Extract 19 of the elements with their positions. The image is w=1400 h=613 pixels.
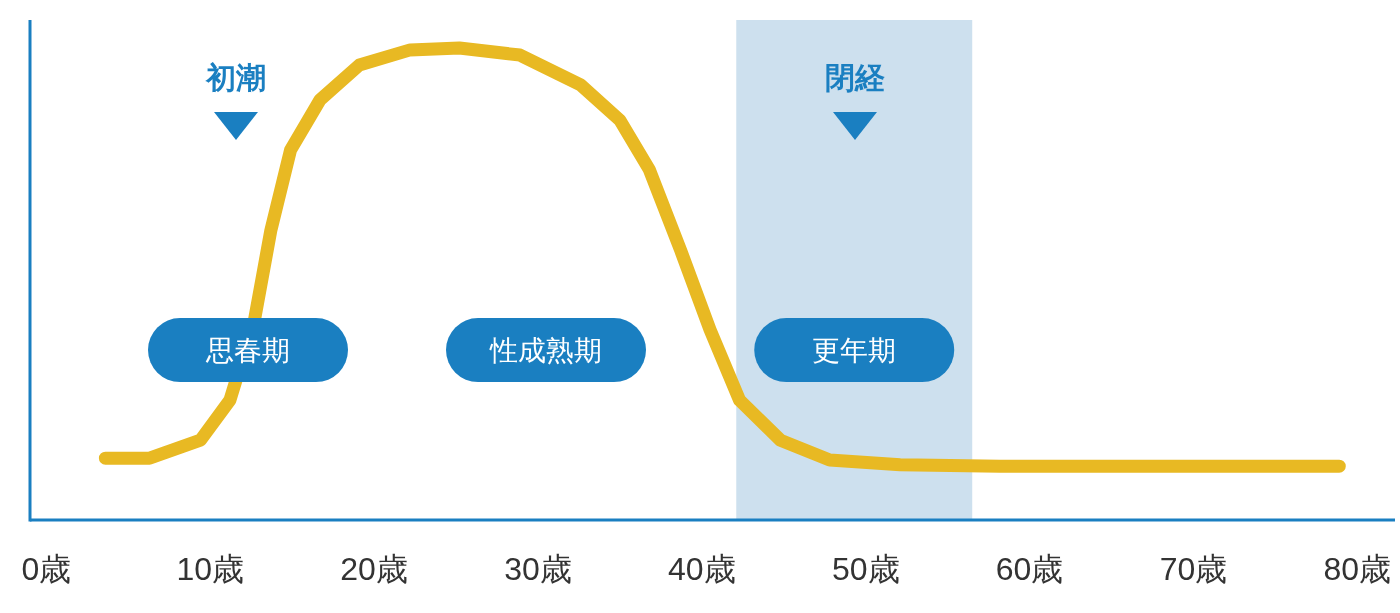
band-label: 更年期 <box>812 335 897 367</box>
x-tick-label: 30歳 <box>504 551 572 587</box>
annotation: 思春期 <box>205 335 290 367</box>
x-tick-label: 80歳 <box>1323 551 1392 587</box>
label: 性成熟期 <box>446 318 646 383</box>
arrow: 初潮 <box>206 61 266 140</box>
label: 思春期 <box>148 318 348 383</box>
label: 更年期 <box>754 318 955 383</box>
annotation: 性成熟期 <box>489 335 602 367</box>
x-tick-label: 50歳 <box>831 551 900 587</box>
x-tick-label: 20歳 <box>340 551 408 587</box>
arrow: 閉経 <box>825 61 885 140</box>
x-tick-label: 0歳 <box>21 551 72 587</box>
x-tick-label: 60歳 <box>995 551 1064 587</box>
x-tick-label: 40歳 <box>668 551 736 587</box>
x-tick-label: 70歳 <box>1159 551 1228 587</box>
annotation: 初潮 <box>205 61 266 94</box>
x-tick-label: 10歳 <box>176 551 245 587</box>
annotation: 閉経 <box>825 61 885 94</box>
